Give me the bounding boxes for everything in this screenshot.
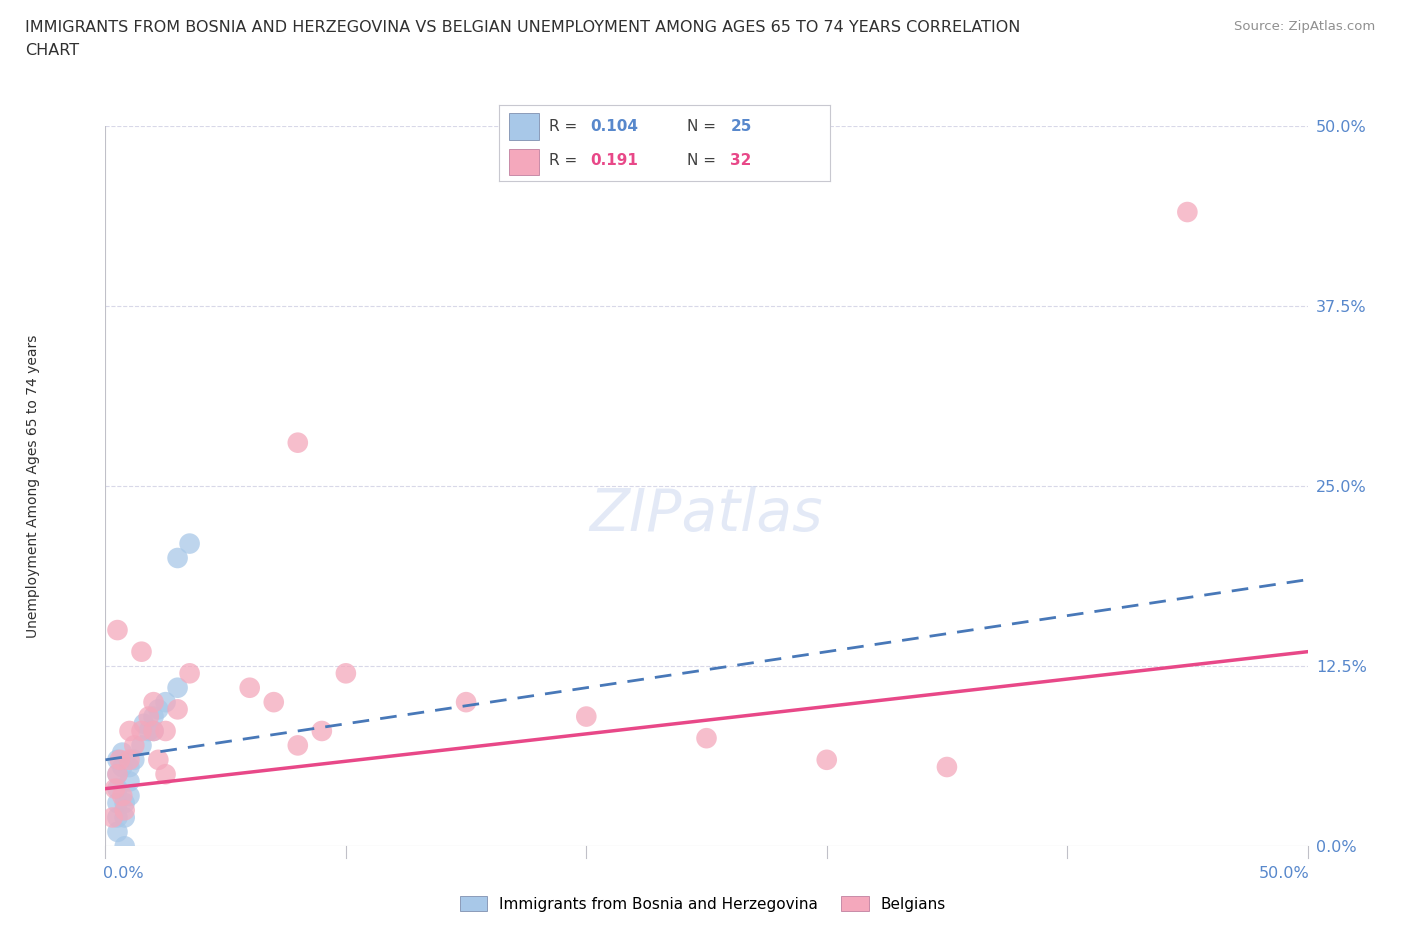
Point (107, 825, 129, 840)
Point (179, 537, 201, 551)
Point (107, 796, 129, 811)
Text: 32: 32 (731, 153, 752, 168)
Point (124, 752, 146, 767)
Point (166, 681, 188, 696)
Point (311, 724, 333, 738)
Text: R =: R = (548, 153, 586, 168)
Point (107, 752, 129, 767)
Bar (509, 149, 538, 175)
Point (1175, 205, 1198, 219)
Point (114, 796, 136, 811)
Point (142, 695, 165, 710)
Point (101, 810, 124, 825)
Point (111, 789, 134, 804)
Point (142, 710, 165, 724)
Point (179, 666, 201, 681)
Point (575, 710, 598, 724)
Text: 0.0%: 0.0% (103, 867, 143, 882)
Point (104, 781, 127, 796)
Point (287, 738, 309, 753)
Point (155, 695, 177, 710)
Point (131, 738, 153, 753)
Text: 25: 25 (731, 119, 752, 134)
Text: R =: R = (548, 119, 582, 134)
Point (111, 760, 134, 775)
Point (166, 551, 188, 565)
Point (263, 695, 285, 710)
Point (148, 752, 170, 767)
Text: Unemployment Among Ages 65 to 74 years: Unemployment Among Ages 65 to 74 years (27, 334, 41, 638)
Point (239, 681, 262, 696)
Point (107, 766, 129, 781)
Text: Source: ZipAtlas.com: Source: ZipAtlas.com (1234, 20, 1375, 33)
Point (107, 810, 129, 825)
Point (114, 803, 136, 817)
Text: ZIPatlas: ZIPatlas (589, 486, 824, 543)
Point (114, 839, 136, 854)
Text: 0.191: 0.191 (591, 153, 638, 168)
Point (335, 666, 357, 681)
Point (118, 774, 141, 789)
Point (138, 710, 160, 724)
Point (131, 724, 153, 738)
Point (166, 702, 188, 717)
Point (131, 644, 153, 659)
Text: N =: N = (688, 153, 721, 168)
Point (107, 766, 129, 781)
Point (155, 766, 177, 781)
Text: IMMIGRANTS FROM BOSNIA AND HERZEGOVINA VS BELGIAN UNEMPLOYMENT AMONG AGES 65 TO : IMMIGRANTS FROM BOSNIA AND HERZEGOVINA V… (25, 20, 1021, 58)
Point (118, 752, 141, 767)
Point (107, 623, 129, 638)
Point (118, 789, 141, 804)
Point (155, 724, 177, 738)
Bar (509, 113, 538, 140)
Point (111, 745, 134, 760)
Point (138, 724, 160, 738)
Point (132, 716, 155, 731)
Text: 50.0%: 50.0% (1260, 867, 1310, 882)
Point (148, 702, 170, 717)
Point (114, 810, 136, 825)
Point (118, 760, 141, 775)
Point (142, 724, 165, 738)
Point (815, 752, 838, 767)
Point (107, 781, 129, 796)
Text: 0.104: 0.104 (591, 119, 638, 134)
Point (696, 731, 718, 746)
Point (124, 738, 146, 753)
Point (287, 435, 309, 450)
Point (454, 695, 477, 710)
Point (142, 724, 165, 738)
Point (108, 752, 131, 767)
Legend: Immigrants from Bosnia and Herzegovina, Belgians: Immigrants from Bosnia and Herzegovina, … (454, 890, 952, 918)
Point (118, 724, 141, 738)
Point (936, 760, 959, 775)
Text: N =: N = (688, 119, 721, 134)
